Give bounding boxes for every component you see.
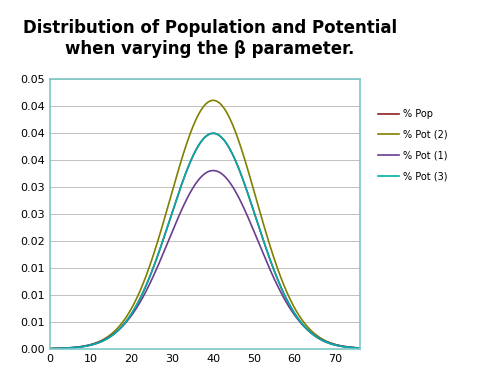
% Pot (3): [210, 131, 216, 135]
% Pot (1): [260, 251, 266, 256]
% Pot (3): [357, 346, 363, 350]
Line: % Pot (3): % Pot (3): [50, 133, 360, 349]
% Pop: [172, 201, 178, 205]
% Pop: [184, 169, 190, 173]
% Pot (1): [184, 197, 190, 202]
% Pot (2): [357, 346, 363, 350]
% Pot (1): [210, 168, 216, 173]
% Pot (1): [289, 309, 295, 314]
Text: Distribution of Population and Potential
when varying the β parameter.: Distribution of Population and Potential…: [23, 19, 397, 57]
% Pot (3): [294, 316, 300, 320]
% Pot (2): [184, 142, 190, 146]
% Pop: [47, 346, 53, 351]
% Pot (2): [260, 221, 266, 225]
% Pot (2): [294, 311, 300, 315]
% Pop: [294, 316, 300, 320]
% Pop: [289, 307, 295, 312]
% Pot (2): [78, 344, 84, 349]
% Pop: [260, 238, 266, 242]
% Pot (3): [78, 345, 84, 349]
% Pot (1): [78, 344, 84, 349]
% Pot (1): [172, 222, 178, 226]
% Pot (3): [172, 201, 178, 205]
% Pop: [357, 346, 363, 350]
% Pot (3): [184, 169, 190, 173]
Line: % Pot (1): % Pot (1): [50, 171, 360, 348]
% Pot (1): [294, 317, 300, 321]
% Pop: [210, 131, 216, 135]
% Pop: [78, 345, 84, 349]
% Pot (2): [210, 98, 216, 103]
Legend: % Pop, % Pot (2), % Pot (1), % Pot (3): % Pop, % Pot (2), % Pot (1), % Pot (3): [374, 105, 452, 185]
Line: % Pop: % Pop: [50, 133, 360, 349]
Line: % Pot (2): % Pot (2): [50, 100, 360, 349]
% Pot (3): [47, 346, 53, 351]
% Pot (2): [172, 178, 178, 183]
% Pot (1): [47, 346, 53, 351]
% Pot (3): [260, 238, 266, 242]
% Pot (2): [47, 346, 53, 351]
% Pot (1): [357, 346, 363, 350]
% Pot (2): [289, 301, 295, 306]
% Pot (3): [289, 307, 295, 312]
